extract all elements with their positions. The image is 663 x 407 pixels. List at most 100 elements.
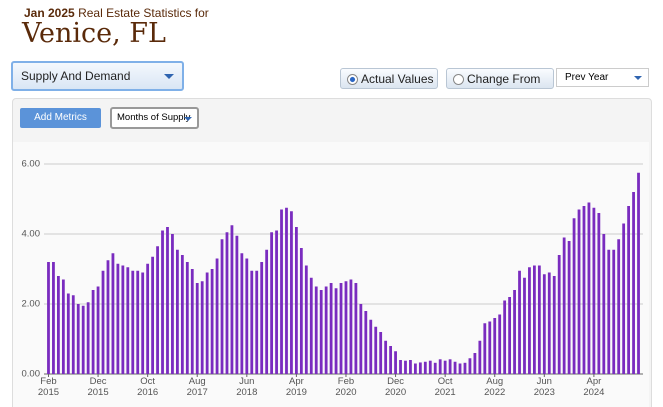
add-metrics-button[interactable]: Add Metrics [20,108,101,128]
bar [190,269,194,374]
bar [349,279,353,374]
x-tick-label: Aug 2022 [484,376,506,398]
bar [577,209,581,374]
bar [235,235,239,374]
bar [607,249,611,374]
bar [518,270,521,374]
bar [81,305,85,374]
bar [622,223,626,374]
bar [136,270,140,374]
bar [532,265,536,374]
bar [151,256,155,374]
x-tick-label: Feb 2015 [37,376,60,398]
bar [71,295,75,374]
bar [528,267,531,374]
y-tick-label: 4.00 [22,229,41,240]
bar [255,270,259,374]
bar [537,265,541,374]
bar [423,361,427,374]
bar [493,318,497,374]
bar [523,277,526,374]
bar [141,272,145,374]
bar [364,311,368,374]
bar [66,293,70,374]
bar [567,241,571,374]
bar [468,358,472,374]
bar [131,270,135,374]
bar [280,209,283,374]
bar [270,232,274,374]
compare-dropdown[interactable]: Prev Year [556,68,649,87]
bar [443,360,447,374]
bar [438,359,442,374]
bar [250,270,254,374]
bar [195,283,199,374]
bar [354,283,358,374]
bar [180,255,184,374]
bar [587,202,591,374]
metric-dropdown[interactable]: Months of Supply [110,107,199,129]
bar [319,290,323,374]
bar [47,262,50,374]
bar [309,277,313,374]
bar [418,362,422,374]
bar [161,230,164,374]
bar [76,304,80,374]
bar [285,207,288,374]
bar [359,304,363,374]
bar [463,362,467,374]
x-tick-label: Apr 2019 [285,376,307,398]
bar [582,206,586,374]
bar [146,263,150,374]
bar [384,340,388,374]
bar [304,265,308,374]
bar [488,321,492,374]
bar [458,363,462,374]
x-tick-label: Apr 2024 [583,376,605,398]
bar [294,227,298,374]
bar [612,249,616,374]
y-tick-label: 6.00 [22,159,41,170]
bar [453,361,457,374]
bar [433,362,437,374]
bar [389,346,393,374]
bar [503,300,507,374]
bar [552,276,556,374]
y-tick-label: 0.00 [22,369,41,380]
header: Jan 2025 Real Estate Statistics for [24,6,209,20]
bar [344,281,348,374]
report-dropdown[interactable]: Supply And Demand [11,61,184,91]
bar [166,227,169,374]
bar [478,340,482,374]
bar [56,276,60,374]
bar [513,290,516,374]
bar [91,290,95,374]
bar [602,234,606,374]
bar [637,172,640,374]
bar [171,234,174,374]
bar [175,249,179,374]
bar [404,360,407,374]
change-radio[interactable]: Change From [446,68,554,89]
bar [413,363,417,374]
bar [185,262,189,374]
bar [572,218,576,374]
bar [448,359,452,374]
bar [240,253,244,374]
bar [61,279,65,374]
period: Jan 2025 [24,6,75,20]
bar [542,274,546,374]
bar [324,286,328,374]
bar [399,360,402,374]
bar [52,262,55,374]
bar [314,286,318,374]
bar [106,260,110,374]
bar [245,258,249,374]
bar [205,272,209,374]
bar [215,258,219,374]
actual-radio[interactable]: Actual Values [340,68,438,89]
bar [210,269,214,374]
bar [275,230,278,374]
bar [126,267,130,374]
